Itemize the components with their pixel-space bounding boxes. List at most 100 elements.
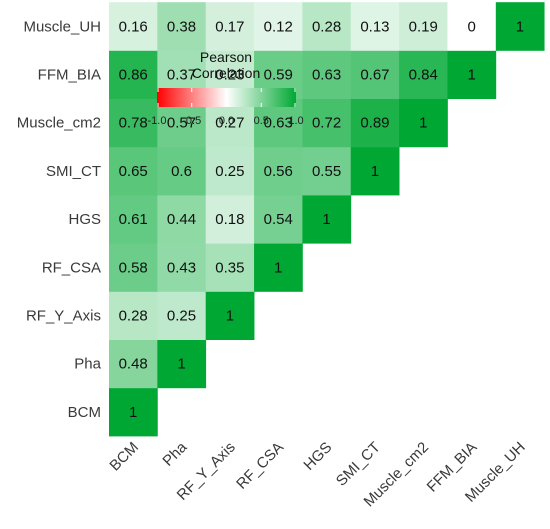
cell-value-label: 0.57 (167, 115, 196, 132)
cell-value-label: 1 (129, 404, 137, 421)
cell-value-label: 0.25 (215, 163, 244, 180)
heatmap-cell (109, 387, 158, 437)
cell-value-label: 0.63 (264, 115, 293, 132)
cell-value-label: 0.28 (119, 308, 148, 325)
row-label: HGS (68, 211, 101, 228)
legend: Pearson Correlation -1.0 -0.5 0.0 0.5 1.0 (148, 49, 304, 127)
cell-value-label: 0.86 (119, 67, 148, 84)
column-label: BCM (106, 439, 142, 475)
legend-tick-label: 0.0 (219, 115, 234, 127)
cell-value-label: 1 (226, 308, 234, 325)
legend-ticks: -1.0 -0.5 0.0 0.5 1.0 (148, 88, 304, 127)
cell-value-label: 0.18 (215, 211, 244, 228)
heatmap-cell (302, 50, 352, 99)
cell-value-label: 1 (177, 356, 185, 373)
cell-value-label: 0.25 (167, 308, 196, 325)
heatmap-cell (447, 50, 497, 99)
cell-value-label: 0.12 (264, 18, 293, 35)
cell-value-label: 0.67 (360, 67, 389, 84)
heatmap-cell (350, 50, 400, 99)
heatmap-cell (205, 146, 255, 196)
heatmap-cell (302, 98, 352, 148)
row-label: Muscle_UH (23, 18, 101, 35)
legend-tick-label: -0.5 (182, 115, 201, 127)
heatmap-cell (350, 146, 400, 196)
cell-value-label: 0.84 (409, 67, 438, 84)
heatmap-cell (302, 2, 352, 51)
cell-value-label: 0.27 (215, 115, 244, 132)
heatmap-cell (157, 195, 207, 244)
row-label: FFM_BIA (38, 67, 101, 84)
heatmap-cell (205, 2, 255, 51)
cell-value-label: 0.13 (360, 18, 389, 35)
row-label: RF_Y_Axis (26, 308, 101, 325)
row-label: SMI_CT (46, 163, 101, 180)
row-label: Pha (74, 356, 101, 373)
column-label: RF_CSA (233, 439, 287, 493)
heatmap-cell (109, 2, 158, 51)
cell-value-label: 0.37 (167, 67, 196, 84)
heatmap-cell (302, 195, 352, 244)
heatmap-cell (205, 195, 255, 244)
legend-tick-label: -1.0 (148, 115, 167, 127)
heatmap-cell (447, 2, 497, 51)
legend-title-line1: Pearson (200, 49, 252, 65)
cell-value-label: 0.38 (167, 18, 196, 35)
cell-value-label: 0.61 (119, 211, 148, 228)
heatmap-cell (205, 291, 255, 340)
cell-value-label: 0.58 (119, 259, 148, 276)
heatmap-cell (254, 243, 303, 292)
heatmap-cell (109, 243, 158, 292)
heatmap-cell (205, 243, 255, 292)
heatmap-cell (109, 339, 158, 389)
heatmap-cell (157, 146, 207, 196)
cell-value-label: 0.35 (215, 259, 244, 276)
legend-tick-label: 0.5 (254, 115, 269, 127)
cell-value-label: 1 (274, 259, 282, 276)
column-label: Pha (159, 438, 190, 469)
heatmap-cell (157, 339, 207, 389)
cell-value-label: 0.19 (409, 18, 438, 35)
cell-value-label: 0.63 (312, 67, 341, 84)
column-label: HGS (300, 439, 335, 474)
cell-value-label: 0.44 (167, 211, 196, 228)
cell-value-label: 0.56 (264, 163, 293, 180)
heatmap-cell (157, 2, 207, 51)
heatmap-cell (399, 2, 448, 51)
cell-value-label: 0.43 (167, 259, 196, 276)
cell-value-label: 0.89 (360, 115, 389, 132)
heatmap-cell (109, 50, 158, 99)
row-label: RF_CSA (42, 259, 101, 276)
row-labels: BCM Pha RF_Y_Axis RF_CSA HGS SMI_CT Muscle_cm2… (17, 18, 102, 421)
heatmap-cell (254, 146, 303, 196)
cell-value-label: 1 (516, 18, 524, 35)
heatmap-cell (157, 291, 207, 340)
legend-tick-label: 1.0 (288, 115, 303, 127)
cell-value-label: 0.59 (264, 67, 293, 84)
heatmap-cell (350, 98, 400, 148)
heatmap-cells: 10.48 10.28 0.25 10.58 0.43 0.35 10.61 0.44 0.18… (109, 2, 545, 437)
cell-value-label: 0.55 (312, 163, 341, 180)
legend-colorbar (157, 88, 296, 107)
heatmap-cell (399, 50, 448, 99)
cell-value-label: 0.6 (171, 163, 192, 180)
heatmap-cell (109, 98, 158, 148)
heatmap-cell (157, 243, 207, 292)
cell-value-label: 0.23 (215, 67, 244, 84)
cell-value-label: 0.54 (264, 211, 293, 228)
heatmap-cell (109, 291, 158, 340)
heatmap-cell (495, 2, 545, 51)
heatmap-cell (254, 195, 303, 244)
row-label: BCM (68, 404, 101, 421)
cell-value-label: 0.17 (215, 18, 244, 35)
heatmap-cell (399, 98, 448, 148)
cell-value-label: 0 (467, 18, 475, 35)
heatmap-cell (302, 146, 352, 196)
cell-value-label: 1 (467, 67, 475, 84)
cell-value-label: 1 (371, 163, 379, 180)
heatmap-cell (350, 2, 400, 51)
row-label: Muscle_cm2 (17, 115, 101, 132)
cell-value-label: 0.48 (119, 356, 148, 373)
